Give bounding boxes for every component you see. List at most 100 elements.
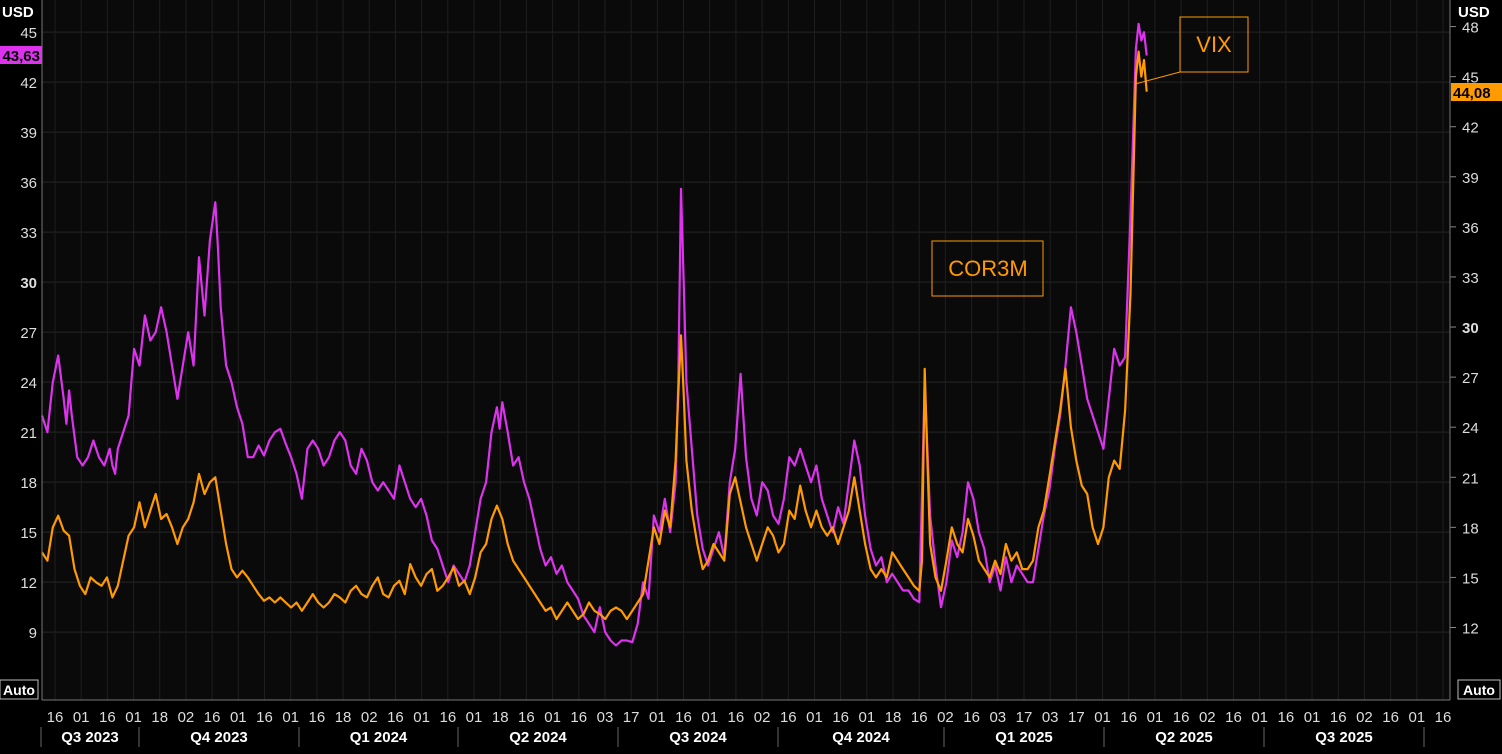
series-line-cor3m	[41, 50, 1148, 621]
annotation-box-cor3m	[931, 240, 1044, 297]
x-day-tick-label: 16	[570, 709, 587, 726]
x-day-tick-label: 16	[832, 709, 849, 726]
right-tick-label: 45	[1462, 70, 1479, 87]
x-quarter-label: Q2 2024	[509, 729, 567, 746]
plot-area	[42, 0, 1450, 700]
right-axis-unit: USD	[1458, 4, 1490, 21]
right-last-value: 44,08	[1453, 85, 1491, 102]
annotations: VIX COR3M	[931, 16, 1249, 297]
x-day-tick-label: 01	[413, 709, 430, 726]
x-day-tick-label: 02	[1356, 709, 1373, 726]
left-axis-unit: USD	[2, 4, 34, 21]
x-day-tick-label: 01	[125, 709, 142, 726]
x-day-tick-label: 01	[859, 709, 876, 726]
left-tick-label: 42	[20, 75, 37, 92]
x-day-tick-label: 01	[1408, 709, 1425, 726]
x-day-tick-label: 16	[1120, 709, 1137, 726]
annotation-label-cor3m: COR3M	[948, 256, 1027, 281]
x-quarter-label: Q3 2023	[61, 729, 119, 746]
x-day-tick-label: 16	[1173, 709, 1190, 726]
right-tick-label: 15	[1462, 570, 1479, 587]
x-day-tick-label: 02	[361, 709, 378, 726]
x-day-tick-label: 16	[1330, 709, 1347, 726]
left-last-value: 43,63	[2, 48, 40, 65]
right-tick-label: 30	[1462, 320, 1479, 337]
right-tick-label: 12	[1462, 620, 1479, 637]
x-day-tick-label: 03	[597, 709, 614, 726]
x-day-tick-label: 01	[1304, 709, 1321, 726]
x-day-tick-label: 16	[309, 709, 326, 726]
auto-scale-label-left[interactable]: Auto	[3, 682, 35, 698]
x-day-tick-label: 16	[47, 709, 64, 726]
left-tick-label: 39	[20, 125, 37, 142]
left-tick-label: 24	[20, 375, 37, 392]
x-day-tick-label: 01	[1147, 709, 1164, 726]
x-day-tick-label: 01	[701, 709, 718, 726]
left-tick-label: 36	[20, 175, 37, 192]
auto-scale-label-right[interactable]: Auto	[1463, 682, 1495, 698]
right-tick-label: 39	[1462, 170, 1479, 187]
x-quarter-label: Q4 2024	[832, 729, 890, 746]
right-tick-label: 27	[1462, 370, 1479, 387]
x-quarter-label: Q3 2025	[1315, 729, 1373, 746]
right-tick-label: 36	[1462, 220, 1479, 237]
x-quarter-label: Q1 2024	[350, 729, 408, 746]
x-day-tick-label: 16	[1278, 709, 1295, 726]
x-day-tick-label: 18	[885, 709, 902, 726]
auto-scale-button-left[interactable]	[0, 679, 39, 700]
x-day-tick-label: 01	[230, 709, 247, 726]
x-day-tick-label: 18	[492, 709, 509, 726]
x-day-tick-label: 02	[754, 709, 771, 726]
x-day-tick-label: 16	[728, 709, 745, 726]
x-day-tick-label: 16	[911, 709, 928, 726]
x-day-tick-label: 01	[649, 709, 666, 726]
right-tick-label: 18	[1462, 520, 1479, 537]
x-day-tick-label: 16	[256, 709, 273, 726]
left-tick-label: 30	[20, 275, 37, 292]
x-quarter-label: Q3 2024	[669, 729, 727, 746]
x-day-tick-label: 01	[1094, 709, 1111, 726]
x-day-tick-label: 02	[937, 709, 954, 726]
annotation-box-vix	[1179, 16, 1249, 73]
left-tick-label: 9	[29, 625, 37, 642]
x-day-tick-label: 16	[387, 709, 404, 726]
x-day-tick-label: 16	[963, 709, 980, 726]
x-day-tick-label: 16	[1225, 709, 1242, 726]
x-day-tick-label: 01	[466, 709, 483, 726]
x-day-tick-label: 01	[282, 709, 299, 726]
x-day-tick-label: 01	[544, 709, 561, 726]
x-day-tick-label: 17	[1016, 709, 1033, 726]
x-day-tick-label: 01	[1251, 709, 1268, 726]
left-tick-label: 21	[20, 425, 37, 442]
left-tick-label: 45	[20, 25, 37, 42]
x-day-tick-label: 03	[1042, 709, 1059, 726]
x-day-tick-label: 03	[989, 709, 1006, 726]
x-day-tick-label: 16	[1435, 709, 1452, 726]
right-tick-label: 42	[1462, 120, 1479, 137]
x-quarter-label: Q2 2025	[1155, 729, 1213, 746]
annotation-label-vix: VIX	[1196, 32, 1232, 57]
x-day-tick-label: 16	[204, 709, 221, 726]
x-day-tick-label: 02	[1199, 709, 1216, 726]
auto-scale-button-right[interactable]	[1457, 679, 1501, 700]
x-day-tick-label: 16	[99, 709, 116, 726]
series-line-vix	[40, 22, 1148, 647]
right-tick-label: 33	[1462, 270, 1479, 287]
x-day-tick-label: 16	[1382, 709, 1399, 726]
left-tick-label: 27	[20, 325, 37, 342]
x-day-tick-label: 18	[151, 709, 168, 726]
x-day-tick-label: 01	[806, 709, 823, 726]
x-day-tick-label: 16	[780, 709, 797, 726]
x-day-tick-label: 02	[178, 709, 195, 726]
x-day-tick-label: 17	[1068, 709, 1085, 726]
series-layer	[40, 22, 1148, 647]
right-tick-label: 21	[1462, 470, 1479, 487]
x-day-tick-label: 18	[335, 709, 352, 726]
x-day-tick-label: 16	[439, 709, 456, 726]
left-tick-label: 12	[20, 575, 37, 592]
left-last-value-badge	[0, 46, 42, 64]
x-day-tick-label: 16	[518, 709, 535, 726]
left-tick-label: 18	[20, 475, 37, 492]
